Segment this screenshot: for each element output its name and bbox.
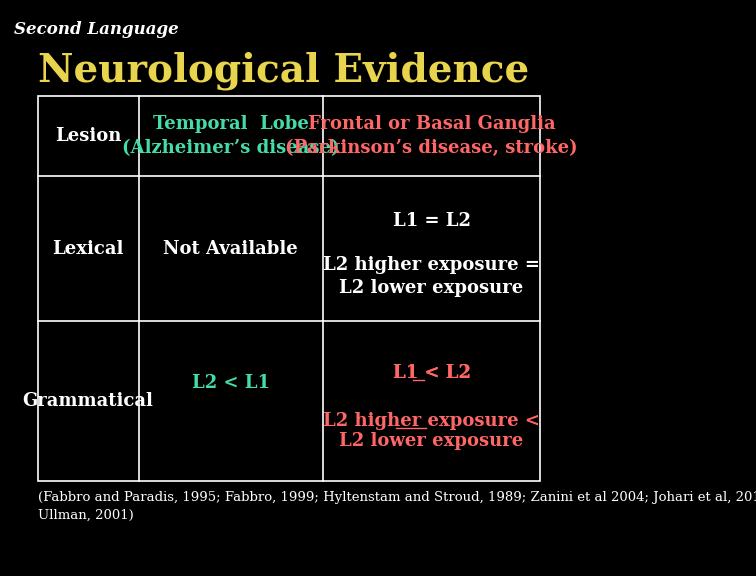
Text: Not Available: Not Available [163, 240, 298, 257]
Text: L1 = L2: L1 = L2 [392, 211, 470, 229]
Text: Neurological Evidence: Neurological Evidence [38, 51, 529, 89]
Text: Frontal or Basal Ganglia
(Parkinson’s disease, stroke): Frontal or Basal Ganglia (Parkinson’s di… [285, 115, 578, 157]
Text: Lexical: Lexical [52, 240, 124, 257]
Text: L1 < L2: L1 < L2 [392, 364, 470, 382]
Text: Second Language: Second Language [14, 21, 178, 38]
Text: L2 lower exposure: L2 lower exposure [339, 431, 524, 449]
Text: L1 < L2: L1 < L2 [392, 364, 470, 382]
Bar [38, 96, 541, 481]
Text: Lesion: Lesion [55, 127, 122, 145]
Text: Grammatical: Grammatical [23, 392, 153, 410]
Text: L2 higher exposure <: L2 higher exposure < [323, 412, 540, 430]
Text: L2 < L1: L2 < L1 [192, 374, 270, 392]
Text: L2 higher exposure =
L2 lower exposure: L2 higher exposure = L2 lower exposure [323, 256, 540, 297]
Text: (Fabbro and Paradis, 1995; Fabbro, 1999; Hyltenstam and Stroud, 1989; Zanini et : (Fabbro and Paradis, 1995; Fabbro, 1999;… [38, 491, 756, 522]
Text: Temporal  Lobe
(Alzheimer’s disease): Temporal Lobe (Alzheimer’s disease) [122, 115, 339, 157]
